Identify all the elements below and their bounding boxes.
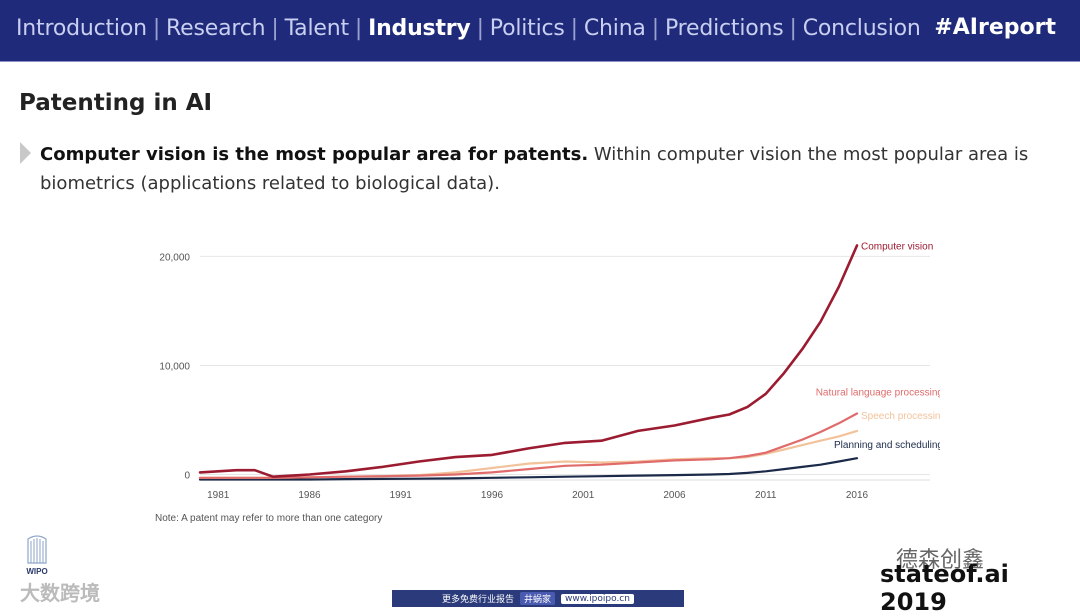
nav-introduction[interactable]: Introduction [16, 16, 147, 41]
nav-separator: | [354, 16, 363, 41]
x-tick-label: 2006 [663, 490, 686, 501]
top-nav-bar: Introduction | Research | Talent | Industry | Po… [0, 0, 1080, 62]
x-tick-label: 1986 [298, 490, 321, 501]
nav-china[interactable]: China [583, 16, 646, 41]
x-tick-label: 2016 [846, 490, 869, 501]
chart-note: Note: A patent may refer to more than on… [155, 513, 382, 524]
bullet-arrow-icon [20, 142, 31, 164]
x-tick-label: 2001 [572, 490, 595, 501]
chart-series [198, 244, 859, 481]
bullet-text: Computer vision is the most popular area… [40, 140, 1065, 198]
series-labels: Computer vision Natural language processi… [816, 241, 940, 451]
nav-separator: | [789, 16, 797, 41]
nav-separator: | [152, 16, 161, 41]
x-tick-label: 1996 [481, 490, 504, 501]
nav-talent[interactable]: Talent [284, 16, 349, 41]
footer-banner-url[interactable]: www.ipoipo.cn [561, 593, 634, 604]
bullet-bold-text: Computer vision is the most popular area… [40, 144, 589, 165]
series-label-computer-vision: Computer vision [861, 241, 933, 252]
series-line-natural-language-processing [198, 412, 859, 479]
x-tick-label: 1991 [390, 490, 413, 501]
y-tick-label: 20,000 [159, 252, 190, 263]
series-line-planning-and-scheduling [198, 457, 859, 481]
stateof-ai-logo: stateof.ai 2019 [880, 560, 1009, 616]
nav-predictions[interactable]: Predictions [664, 16, 784, 41]
chart-gridlines [200, 255, 930, 481]
report-hashtag: #AIreport [934, 15, 1056, 40]
nav-separator: | [570, 16, 578, 41]
nav-separator: | [651, 16, 659, 41]
footer-banner-text: 更多免费行业报告 [442, 595, 515, 605]
y-tick-label: 10,000 [159, 361, 190, 372]
x-tick-label: 1981 [207, 490, 230, 501]
nav-research[interactable]: Research [166, 16, 266, 41]
wipo-logo: WIPO [26, 535, 48, 576]
x-tick-label: 2011 [755, 490, 777, 501]
x-axis-ticks: 1981 1986 1991 1996 2001 2006 2011 2016 [207, 490, 868, 501]
wipo-label: WIPO [26, 567, 47, 576]
bullet-rest-text: Within computer vision the most popular … [40, 144, 1029, 194]
footer-banner-chip: 井蜗家 [520, 592, 556, 605]
nav-conclusion[interactable]: Conclusion [802, 16, 921, 41]
section-nav: Introduction | Research | Talent | Industry | Po… [16, 16, 921, 41]
footer-banner: 更多免费行业报告 井蜗家 www.ipoipo.cn [392, 590, 684, 607]
patents-line-chart: 0 10,000 20,000 1981 1986 1991 1996 2001 2006 20… [155, 241, 940, 524]
series-label-natural-language-processing: Natural language processing [816, 387, 940, 398]
nav-separator: | [271, 16, 279, 41]
brand-watermark: 德森创鑫 [896, 548, 985, 573]
slide-title: Patenting in AI [19, 90, 213, 116]
left-watermark: 大数跨境 [20, 581, 100, 605]
nav-industry[interactable]: Industry [368, 16, 471, 41]
series-line-computer-vision [198, 244, 859, 478]
series-label-planning-and-scheduling: Planning and scheduling [834, 440, 940, 451]
nav-politics[interactable]: Politics [489, 16, 565, 41]
y-axis-ticks: 0 10,000 20,000 [159, 252, 190, 481]
series-label-speech-processing: Speech processing [861, 411, 940, 422]
nav-separator: | [476, 16, 484, 41]
y-tick-label: 0 [184, 471, 190, 482]
